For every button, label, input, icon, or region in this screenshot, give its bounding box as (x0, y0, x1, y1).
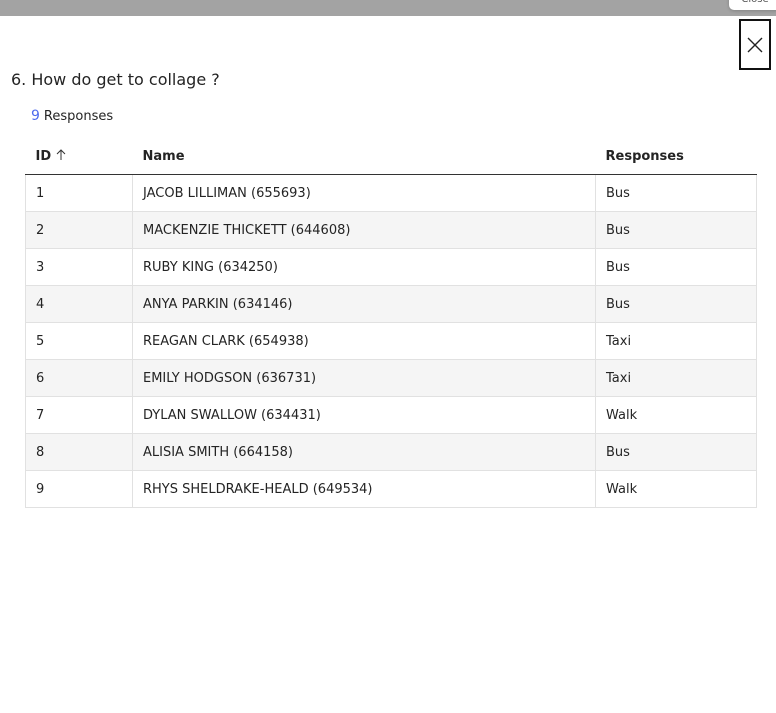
cell-response: Bus (595, 285, 757, 323)
question-title: 6. How do get to collage ? (11, 70, 220, 89)
question-number: 6. (11, 70, 27, 89)
cell-id: 4 (25, 285, 133, 323)
overlay-bar (0, 0, 776, 16)
cell-id: 8 (25, 433, 133, 471)
cell-id: 3 (25, 248, 133, 286)
cell-name: REAGAN CLARK (654938) (132, 322, 596, 360)
cell-id: 9 (25, 470, 133, 508)
table-row: 9 RHYS SHELDRAKE-HEALD (649534) Walk (25, 470, 757, 508)
table-row: 3 RUBY KING (634250) Bus (25, 248, 757, 286)
responses-summary: 9 Responses (31, 108, 113, 124)
cell-id: 2 (25, 211, 133, 249)
cell-id: 7 (25, 396, 133, 434)
close-icon (747, 37, 763, 52)
cell-name: RUBY KING (634250) (132, 248, 596, 286)
cell-response: Bus (595, 174, 757, 212)
tooltip: Close (729, 0, 776, 10)
sort-icon (56, 149, 66, 160)
cell-id: 5 (25, 322, 133, 360)
header-responses[interactable]: Responses (595, 139, 757, 175)
cell-response: Walk (595, 396, 757, 434)
header-text: ID (35, 149, 52, 164)
cell-name: EMILY HODGSON (636731) (132, 359, 596, 397)
table-row: 1 JACOB LILLIMAN (655693) Bus (25, 174, 757, 212)
cell-response: Taxi (595, 359, 757, 397)
cell-name: ALISIA SMITH (664158) (132, 433, 596, 471)
header-row: ID Name Responses (25, 139, 757, 175)
question-text: How do get to collage ? (31, 70, 220, 89)
responses-label: Responses (43, 109, 114, 124)
cell-id: 6 (25, 359, 133, 397)
close-button[interactable] (739, 19, 771, 70)
table-row: 4 ANYA PARKIN (634146) Bus (25, 285, 757, 323)
cell-response: Bus (595, 433, 757, 471)
cell-id: 1 (25, 174, 133, 212)
responses-table: ID Name Responses 1 JACOB LILLIMAN (65569… (25, 139, 757, 508)
header-name[interactable]: Name (132, 139, 596, 175)
cell-response: Walk (595, 470, 757, 508)
table-row: 8 ALISIA SMITH (664158) Bus (25, 433, 757, 471)
cell-response: Bus (595, 248, 757, 286)
table-row: 6 EMILY HODGSON (636731) Taxi (25, 359, 757, 397)
cell-name: DYLAN SWALLOW (634431) (132, 396, 596, 434)
header-id[interactable]: ID (25, 139, 133, 175)
cell-name: RHYS SHELDRAKE-HEALD (649534) (132, 470, 596, 508)
table-row: 5 REAGAN CLARK (654938) Taxi (25, 322, 757, 360)
responses-count: 9 (31, 108, 40, 124)
table-body: 1 JACOB LILLIMAN (655693) Bus 2 MACKENZIE TH… (25, 174, 757, 508)
cell-response: Taxi (595, 322, 757, 360)
cell-name: ANYA PARKIN (634146) (132, 285, 596, 323)
table-row: 2 MACKENZIE THICKETT (644608) Bus (25, 211, 757, 249)
cell-name: MACKENZIE THICKETT (644608) (132, 211, 596, 249)
table-row: 7 DYLAN SWALLOW (634431) Walk (25, 396, 757, 434)
cell-name: JACOB LILLIMAN (655693) (132, 174, 596, 212)
cell-response: Bus (595, 211, 757, 249)
